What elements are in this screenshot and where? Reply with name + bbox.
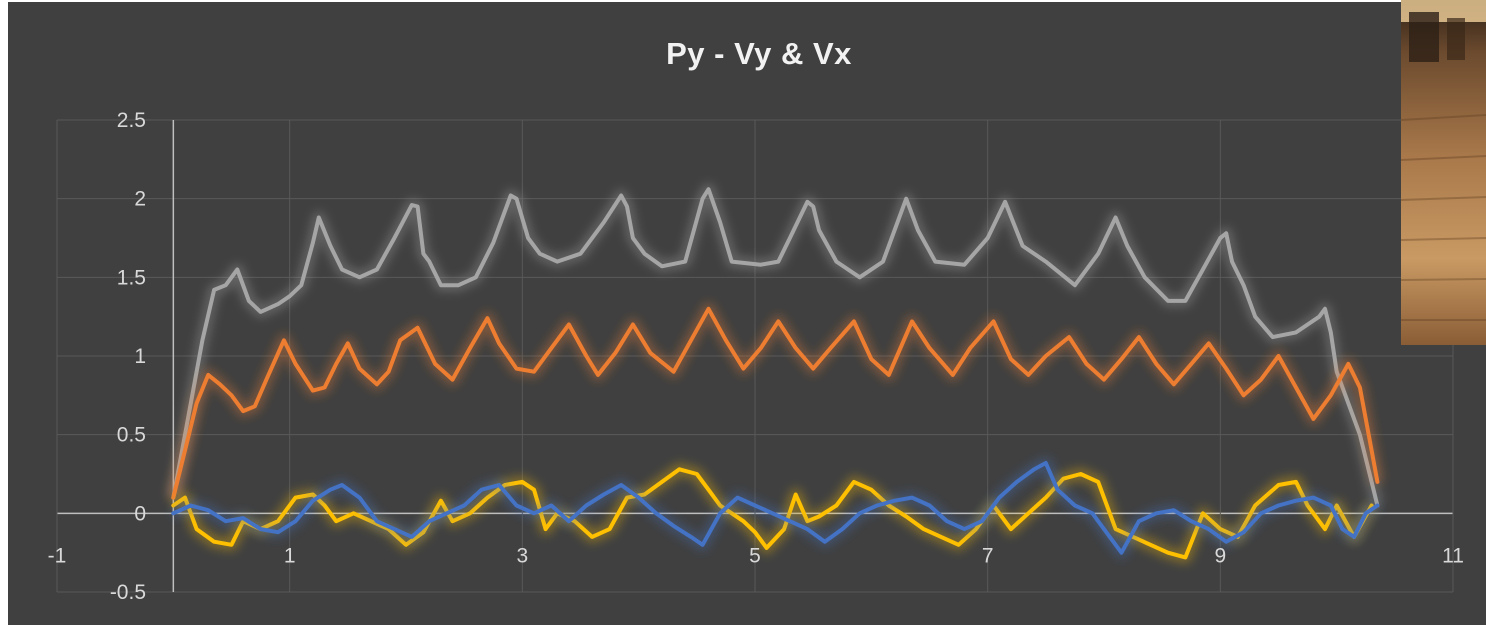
series-glow-1 xyxy=(167,302,1384,500)
y-tick-label: 2.5 xyxy=(117,109,146,132)
y-tick-label: 1 xyxy=(134,345,146,368)
x-tick-label: -1 xyxy=(48,544,67,567)
series-line-0 xyxy=(171,187,1380,508)
y-tick-label: 2 xyxy=(134,188,146,211)
x-tick-label: 9 xyxy=(1214,544,1226,567)
series-line-2 xyxy=(171,467,1374,560)
y-tick-label: -0.5 xyxy=(110,581,146,604)
x-tick-label: 11 xyxy=(1442,544,1464,567)
series-line-3 xyxy=(171,461,1380,555)
series-line-1 xyxy=(171,306,1380,500)
x-tick-label: 1 xyxy=(284,544,296,567)
chart-title: Py - Vy & Vx xyxy=(666,36,852,71)
photo-thumbnail xyxy=(1401,0,1486,345)
y-tick-label: 0.5 xyxy=(117,424,146,447)
x-tick-label: 7 xyxy=(982,544,994,567)
y-tick-label: 0 xyxy=(134,502,146,525)
x-tick-label: 3 xyxy=(516,544,528,567)
x-tick-label: 5 xyxy=(749,544,761,567)
y-tick-label: 1.5 xyxy=(117,266,146,289)
